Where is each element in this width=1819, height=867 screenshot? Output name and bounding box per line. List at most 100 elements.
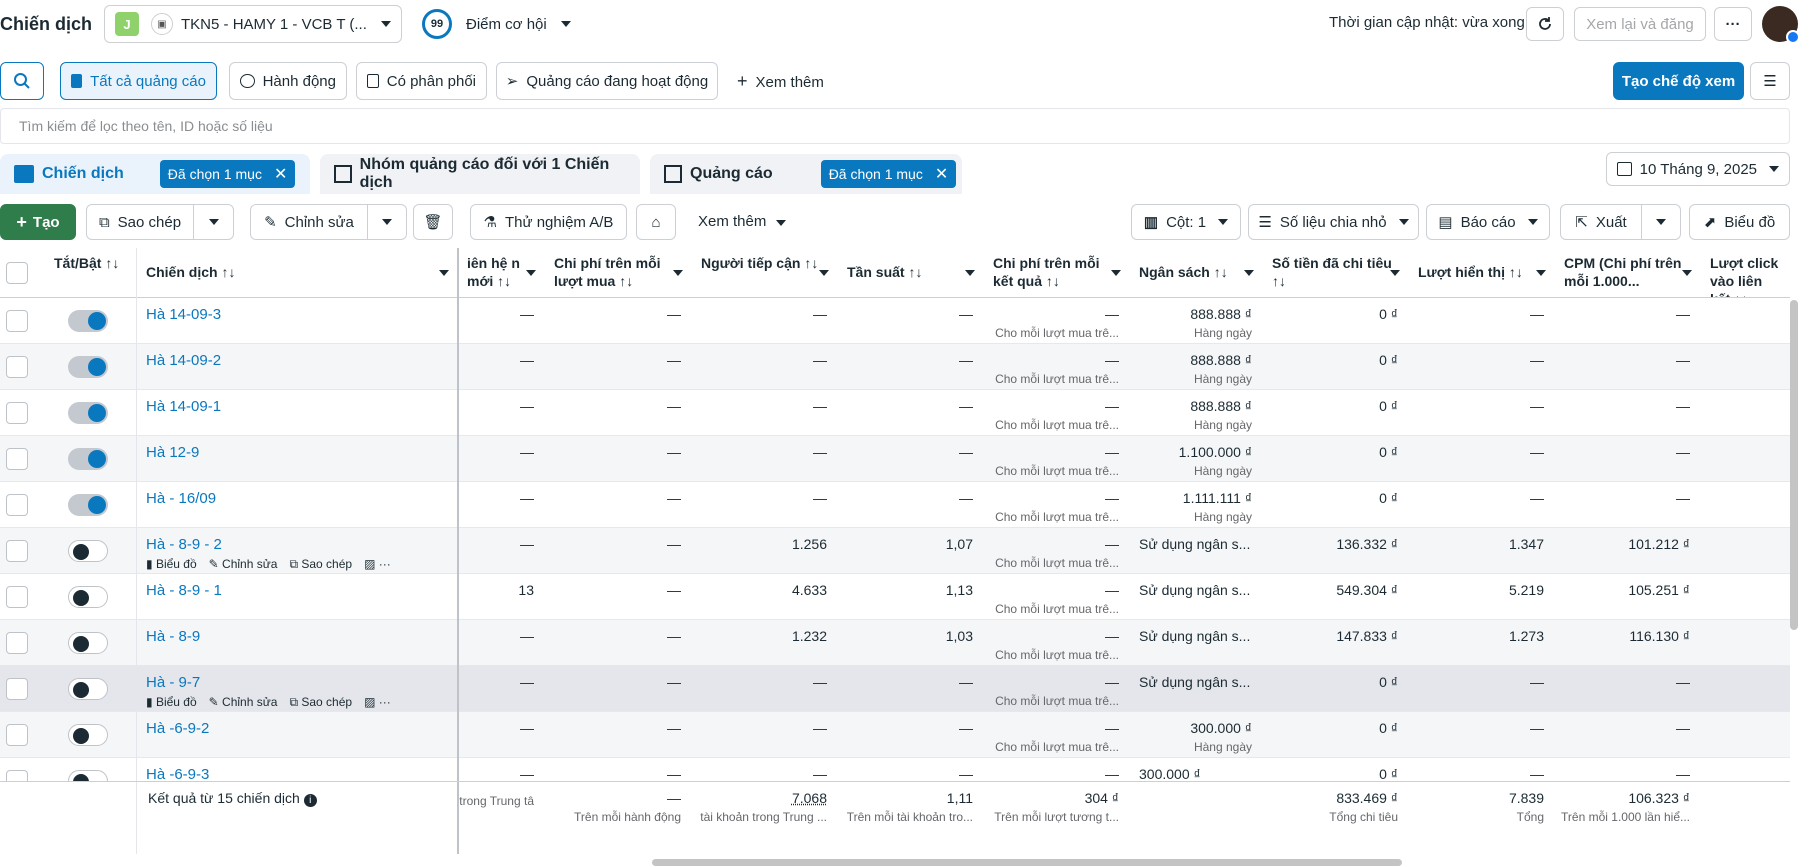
tab-campaigns[interactable]: Chiến dịch Đã chọn 1 mục ✕ xyxy=(0,154,310,194)
campaign-name-link[interactable]: Hà - 9-7 xyxy=(146,674,201,691)
opportunity-score[interactable]: 99 Điểm cơ hội xyxy=(422,9,571,39)
table-row[interactable]: Hà -6-9-2 — — — — — Cho mỗi lượt mua trê... 300… xyxy=(0,712,1790,758)
campaign-name-link[interactable]: Hà - 8-9 - 1 xyxy=(146,582,222,599)
campaign-name-link[interactable]: Hà 14-09-2 xyxy=(146,352,222,369)
export-dropdown[interactable] xyxy=(1641,204,1681,240)
column-header-budget[interactable]: Ngân sách ↑↓ xyxy=(1129,248,1262,298)
campaign-name-link[interactable]: Hà 14-09-1 xyxy=(146,398,222,415)
export-button[interactable]: ⇱ Xuất xyxy=(1560,204,1642,240)
close-icon[interactable]: ✕ xyxy=(934,166,949,183)
table-row[interactable]: Hà - 8-9 - 1 13 — 4.633 1,13 — Cho mỗi lượt mu… xyxy=(0,574,1790,620)
more-actions-icon[interactable]: ▨ ··· xyxy=(364,695,391,709)
row-checkbox[interactable] xyxy=(6,724,28,746)
tab-adsets[interactable]: Nhóm quảng cáo đối với 1 Chiến dịch xyxy=(320,154,640,194)
breakdown-button[interactable]: ☰ Số liệu chia nhỏ xyxy=(1248,204,1419,240)
row-checkbox[interactable] xyxy=(6,402,28,424)
campaign-toggle[interactable] xyxy=(68,356,108,378)
campaign-name-cell[interactable]: Hà - 8-9 - 2 ▮ Biểu đồ ✎ Chỉnh sửa ⧉ Sao ch… xyxy=(136,528,457,574)
campaign-toggle[interactable] xyxy=(68,678,108,700)
row-action-copy[interactable]: ⧉ Sao chép xyxy=(289,695,352,709)
chart-button[interactable]: ⬈ Biểu đồ xyxy=(1689,204,1790,240)
table-row[interactable]: Hà - 9-7 ▮ Biểu đồ ✎ Chỉnh sửa ⧉ Sao chép ▨ … xyxy=(0,666,1790,712)
campaign-toggle[interactable] xyxy=(68,448,108,470)
column-header-frequency[interactable]: Tần suất ↑↓ xyxy=(837,248,983,298)
campaign-name-link[interactable]: Hà 12-9 xyxy=(146,444,200,461)
more-options-button[interactable]: ··· xyxy=(1714,7,1752,41)
vertical-scrollbar[interactable] xyxy=(1790,300,1798,630)
reports-button[interactable]: ▤ Báo cáo xyxy=(1426,204,1550,240)
more-actions-icon[interactable]: ▨ ··· xyxy=(364,557,391,571)
column-header-campaign[interactable]: Chiến dịch ↑↓ xyxy=(136,248,457,298)
campaign-toggle[interactable] xyxy=(68,632,108,654)
row-checkbox[interactable] xyxy=(6,448,28,470)
campaign-name-link[interactable]: Hà - 8-9 xyxy=(146,628,201,645)
search-input[interactable]: Tìm kiếm để lọc theo tên, ID hoặc số liệ… xyxy=(0,108,1790,144)
columns-button[interactable]: ▥ Cột: 1 xyxy=(1131,204,1241,240)
column-header-reach[interactable]: Người tiếp cận ↑↓ xyxy=(691,248,837,298)
row-checkbox[interactable] xyxy=(6,356,28,378)
campaign-toggle[interactable] xyxy=(68,724,108,746)
column-header-cpm[interactable]: CPM (Chi phí trên mỗi 1.000... xyxy=(1554,248,1700,298)
campaign-name-link[interactable]: Hà 14-09-3 xyxy=(146,306,222,323)
info-icon[interactable]: i xyxy=(303,794,317,807)
filter-actions[interactable]: Hành động xyxy=(229,62,347,100)
avatar[interactable] xyxy=(1762,6,1800,44)
campaign-name-cell[interactable]: Hà 14-09-2 xyxy=(136,344,457,390)
tag-button[interactable]: ⌂ xyxy=(636,204,676,240)
column-header-cost-result[interactable]: Chi phí trên mỗi kết quả ↑↓ xyxy=(983,248,1129,298)
column-header-toggle[interactable]: Tắt/Bật ↑↓ xyxy=(44,248,136,298)
row-action-edit[interactable]: ✎ Chỉnh sửa xyxy=(209,557,278,571)
campaign-toggle[interactable] xyxy=(68,586,108,608)
row-action-chart[interactable]: ▮ Biểu đồ xyxy=(146,695,197,709)
account-selector[interactable]: J ▣ TKN5 - HAMY 1 - VCB T (... xyxy=(104,5,403,43)
edit-dropdown[interactable] xyxy=(367,204,407,240)
row-checkbox[interactable] xyxy=(6,770,28,781)
campaign-name-link[interactable]: Hà -6-9-3 xyxy=(146,766,210,781)
review-publish-button[interactable]: Xem lại và đăng xyxy=(1574,7,1706,41)
campaign-toggle[interactable] xyxy=(68,540,108,562)
column-header-contact[interactable]: iên hệ n mới ↑↓ xyxy=(457,248,544,298)
campaign-name-cell[interactable]: Hà -6-9-3 xyxy=(136,758,457,781)
filter-delivery[interactable]: Có phân phối xyxy=(356,62,487,100)
create-button[interactable]: + Tạo xyxy=(0,204,76,240)
row-checkbox[interactable] xyxy=(6,540,28,562)
table-row[interactable]: Hà - 8-9 — — 1.232 1,03 — Cho mỗi lượt mua trê… xyxy=(0,620,1790,666)
filter-all-ads[interactable]: Tất cả quảng cáo xyxy=(60,62,217,100)
campaign-name-cell[interactable]: Hà 14-09-1 xyxy=(136,390,457,436)
table-row[interactable]: Hà - 16/09 — — — — — Cho mỗi lượt mua trê... 1.… xyxy=(0,482,1790,528)
horizontal-scrollbar[interactable] xyxy=(652,859,1402,866)
row-action-copy[interactable]: ⧉ Sao chép xyxy=(289,557,352,571)
campaign-name-cell[interactable]: Hà 12-9 xyxy=(136,436,457,482)
copy-dropdown[interactable] xyxy=(193,204,234,240)
campaign-toggle[interactable] xyxy=(68,494,108,516)
create-view-button[interactable]: Tạo chế độ xem xyxy=(1613,62,1744,100)
table-row[interactable]: Hà 12-9 — — — — — Cho mỗi lượt mua trê... 1.100… xyxy=(0,436,1790,482)
row-action-chart[interactable]: ▮ Biểu đồ xyxy=(146,557,197,571)
selection-chip[interactable]: Đã chọn 1 mục ✕ xyxy=(820,160,957,188)
column-header-impressions[interactable]: Lượt hiển thị ↑↓ xyxy=(1408,248,1554,298)
row-action-edit[interactable]: ✎ Chỉnh sửa xyxy=(209,695,278,709)
date-picker[interactable]: 10 Tháng 9, 2025 xyxy=(1606,152,1790,186)
campaign-name-link[interactable]: Hà -6-9-2 xyxy=(146,720,210,737)
row-checkbox[interactable] xyxy=(6,494,28,516)
close-icon[interactable]: ✕ xyxy=(273,166,288,183)
campaign-name-link[interactable]: Hà - 16/09 xyxy=(146,490,217,507)
column-header-link-clicks[interactable]: Lượt click vào liên kết ↑↓ xyxy=(1700,248,1790,298)
campaign-toggle[interactable] xyxy=(68,402,108,424)
campaign-name-cell[interactable]: Hà - 9-7 ▮ Biểu đồ ✎ Chỉnh sửa ⧉ Sao chép ▨ … xyxy=(136,666,457,712)
column-header-spent[interactable]: Số tiền đã chi tiêu ↑↓ xyxy=(1262,248,1408,298)
filter-active-ads[interactable]: ➢ Quảng cáo đang hoạt động xyxy=(496,62,718,100)
row-checkbox[interactable] xyxy=(6,632,28,654)
selection-chip[interactable]: Đã chọn 1 mục ✕ xyxy=(159,160,296,188)
row-checkbox[interactable] xyxy=(6,310,28,332)
refresh-button[interactable] xyxy=(1526,7,1564,41)
tab-ads[interactable]: Quảng cáo Đã chọn 1 mục ✕ xyxy=(650,154,962,194)
search-button[interactable] xyxy=(0,62,44,100)
campaign-name-cell[interactable]: Hà - 8-9 xyxy=(136,620,457,666)
campaign-name-cell[interactable]: Hà - 8-9 - 1 xyxy=(136,574,457,620)
campaign-toggle[interactable] xyxy=(68,310,108,332)
table-row[interactable]: Hà 14-09-3 — — — — — Cho mỗi lượt mua trê... 88… xyxy=(0,298,1790,344)
copy-button[interactable]: ⧉ Sao chép xyxy=(86,204,194,240)
table-row[interactable]: Hà -6-9-3 — — — — — 300.000 ₫ 0 ₫ — — xyxy=(0,758,1790,781)
campaign-name-cell[interactable]: Hà -6-9-2 xyxy=(136,712,457,758)
